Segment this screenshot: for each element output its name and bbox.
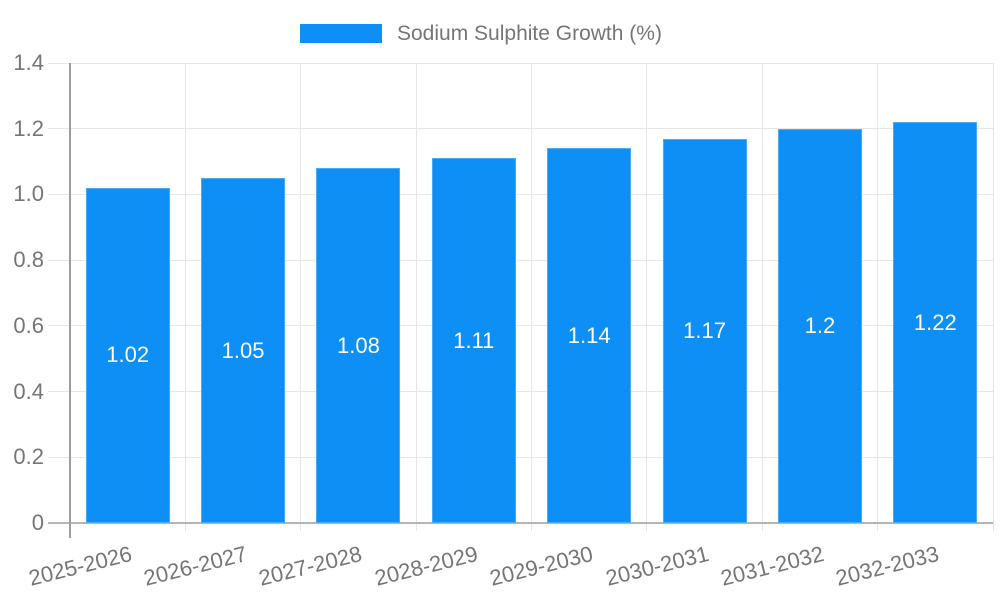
y-tick-label: 1.4 xyxy=(13,50,44,75)
legend[interactable]: Sodium Sulphite Growth (%) xyxy=(300,22,662,45)
y-tick-label: 0.8 xyxy=(13,247,44,273)
bar[interactable]: 1.05 xyxy=(201,178,286,523)
y-gridline xyxy=(48,62,993,64)
bar[interactable]: 1.08 xyxy=(316,168,401,523)
x-axis-line xyxy=(48,522,993,524)
bar[interactable]: 1.17 xyxy=(662,138,747,523)
y-gridline xyxy=(48,193,993,195)
x-gridline xyxy=(300,63,302,531)
y-tick-label: 0 xyxy=(31,510,44,535)
x-gridline xyxy=(531,63,532,531)
plot-area: 0 0.2 0.4 0.6 0.8 1.0 1.2 1.4 1.02 2025-2026 1.05 2… xyxy=(13,50,994,591)
y-axis-line xyxy=(69,63,71,538)
y-gridline xyxy=(48,259,993,261)
y-tick-label: 1.2 xyxy=(13,115,44,141)
bar[interactable]: 1.02 xyxy=(85,187,170,523)
bar-value-label: 1.05 xyxy=(221,337,265,363)
x-gridline xyxy=(646,63,648,531)
bar[interactable]: 1.22 xyxy=(893,122,978,523)
bar-value-label: 1.11 xyxy=(453,327,495,353)
x-gridline xyxy=(992,63,994,531)
x-gridline xyxy=(415,63,417,531)
bar-value-label: 1.02 xyxy=(106,342,150,368)
x-gridline xyxy=(184,63,186,531)
bar-value-label: 1.08 xyxy=(337,332,380,358)
y-tick-label: 0.4 xyxy=(13,378,44,404)
bar-value-label: 1.14 xyxy=(567,322,611,348)
bar[interactable]: 1.11 xyxy=(431,158,516,523)
bar-value-label: 1.17 xyxy=(683,317,726,343)
bar-value-label: 1.22 xyxy=(913,309,957,335)
legend-label: Sodium Sulphite Growth (%) xyxy=(397,21,662,45)
y-tick-label: 1.0 xyxy=(13,181,44,207)
y-gridline xyxy=(48,325,993,327)
y-gridline xyxy=(48,128,993,130)
x-gridline xyxy=(761,63,763,531)
y-gridline xyxy=(48,456,993,458)
bar[interactable]: 1.14 xyxy=(547,148,632,523)
x-gridline xyxy=(877,63,879,531)
legend-swatch xyxy=(300,24,382,43)
bar[interactable]: 1.2 xyxy=(777,128,862,523)
bar-value-label: 1.2 xyxy=(804,312,836,338)
y-gridline xyxy=(48,391,993,393)
y-tick-label: 0.2 xyxy=(13,444,44,470)
y-tick-label: 0.6 xyxy=(13,312,44,338)
